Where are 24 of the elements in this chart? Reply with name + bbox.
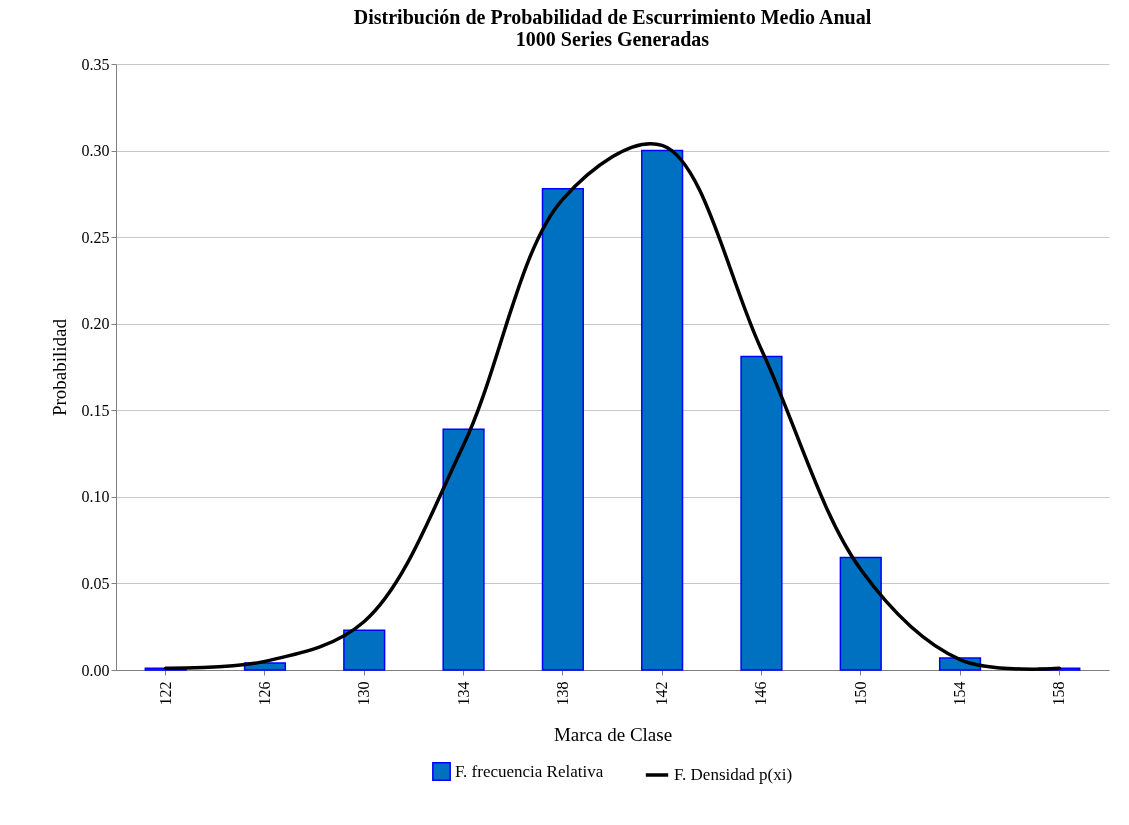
x-tick-label: 134: [454, 681, 472, 706]
y-tick-label: 0.15: [81, 401, 110, 419]
x-tick-label: 142: [653, 681, 671, 706]
x-tick-label: 122: [156, 681, 174, 706]
y-tick-label: 0.30: [81, 142, 110, 160]
y-tick-label: 0.00: [81, 661, 110, 679]
legend-label: F. Densidad p(xi): [674, 765, 793, 784]
chart-title: Distribución de Probabilidad de Escurrimiento Medio Anual: [353, 6, 872, 28]
y-tick-label: 0.05: [81, 574, 110, 592]
x-tick-label: 154: [951, 681, 969, 706]
legend-label: F. frecuencia Relativa: [455, 761, 604, 781]
y-tick-label: 0.35: [81, 55, 110, 73]
chart-subtitle: 1000 Series Generadas: [515, 28, 710, 50]
x-tick-label: 130: [355, 681, 373, 706]
y-tick-label: 0.10: [81, 488, 110, 506]
y-tick-label: 0.25: [81, 228, 110, 246]
x-tick-label: 126: [255, 681, 273, 706]
x-tick-label: 138: [553, 681, 571, 706]
x-tick-label: 146: [752, 681, 770, 706]
x-axis-title: Marca de Clase: [553, 723, 673, 745]
x-tick-label: 150: [851, 681, 869, 706]
y-axis-title: Probabilidad: [48, 318, 70, 417]
x-tick-label: 158: [1050, 681, 1068, 706]
y-tick-label: 0.20: [81, 315, 110, 333]
